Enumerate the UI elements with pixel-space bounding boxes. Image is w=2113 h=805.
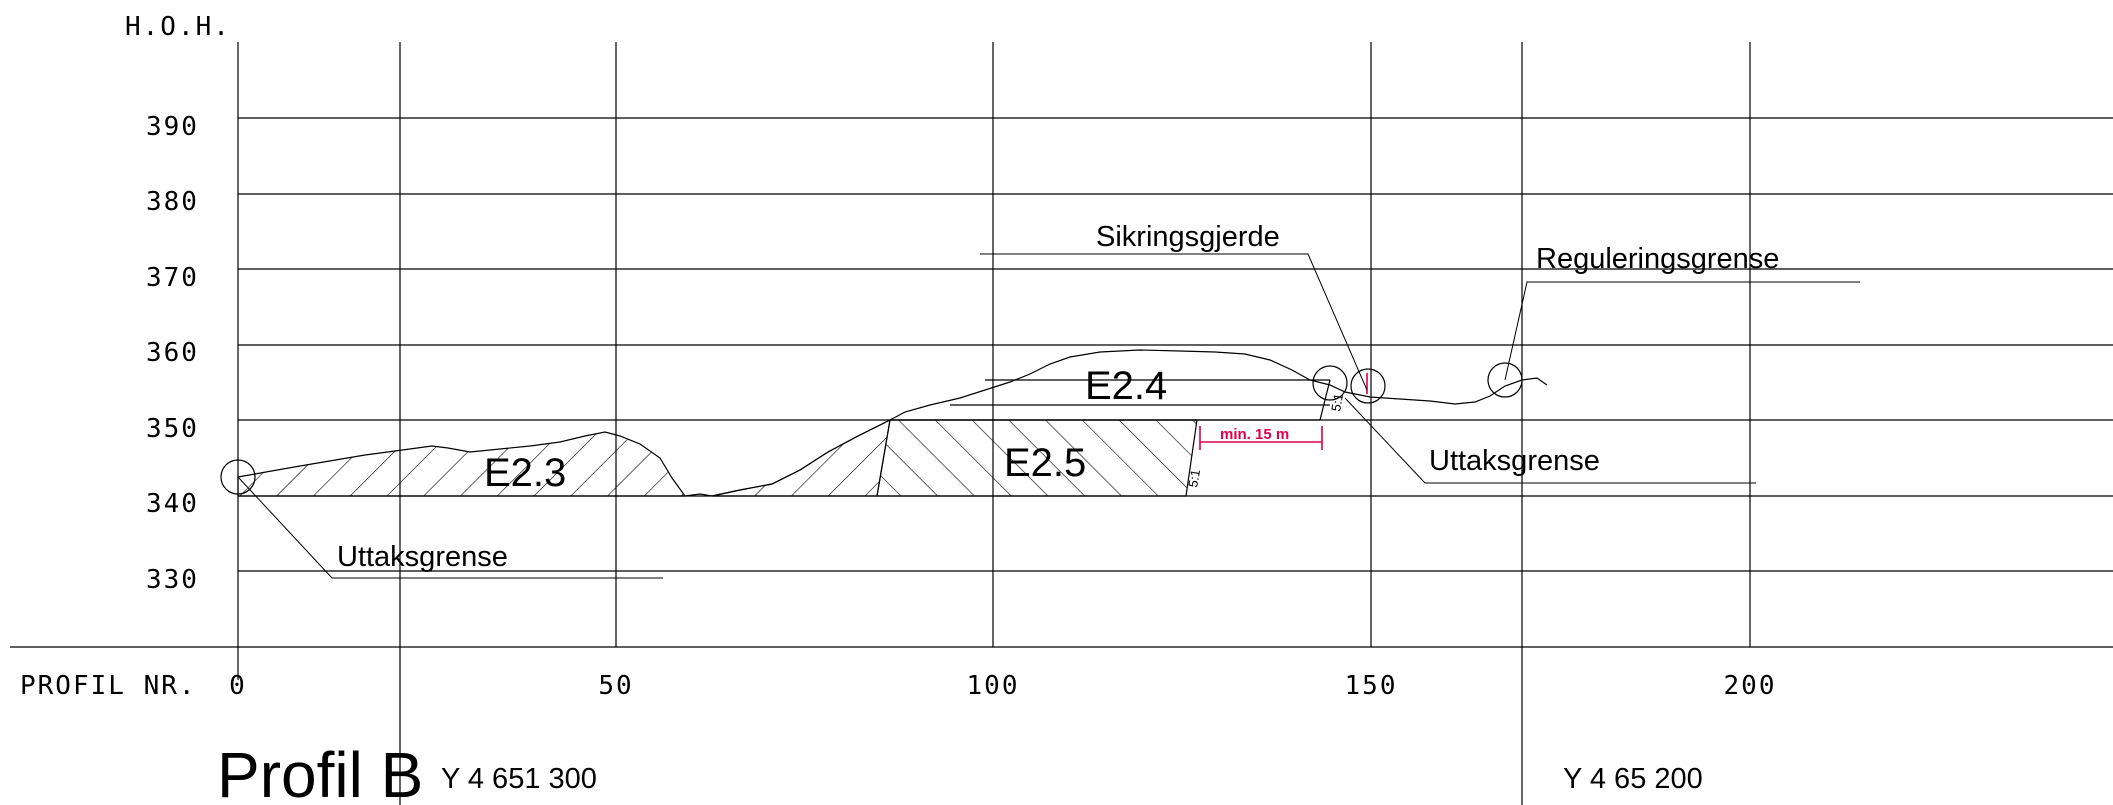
zone-e25-slope-area (711, 418, 891, 497)
elevation-tick-label: 360 (146, 338, 199, 368)
leader-regulering (1504, 281, 1860, 381)
callout-sikringsgjerde: Sikringsgjerde (1096, 221, 1280, 253)
slope-label-upper: 5:1 (1328, 392, 1346, 412)
zone-e23-area (237, 431, 687, 497)
elevation-tick-label: 340 (146, 489, 199, 519)
callout-uttaksgrense-right: Uttaksgrense (1429, 445, 1600, 477)
boundary-marker-regulation (1487, 362, 1523, 398)
station-tick-label: 150 (1345, 671, 1398, 701)
zone-e24-outline (890, 379, 1331, 421)
e24-slope (1319, 379, 1331, 421)
callout-uttaksgrense-left: Uttaksgrense (337, 541, 508, 573)
boundary-marker-fence (1350, 368, 1386, 404)
elevation-tick-labels: 390 380 370 360 350 340 330 (146, 112, 199, 595)
leader-uttak-left (237, 476, 663, 579)
zone-label-e24: E2.4 (1085, 364, 1167, 408)
callout-reguleringsgrense: Reguleringsgrense (1536, 243, 1779, 275)
elevation-tick-label: 370 (146, 263, 199, 293)
x-axis-title: PROFIL NR. (20, 671, 197, 701)
station-tick-label: 50 (598, 671, 633, 701)
slope-label-lower: 5:1 (1185, 468, 1203, 488)
station-tick-label: 0 (229, 671, 247, 701)
dimension-label: min. 15 m (1220, 426, 1289, 443)
coordinate-right: Y 4 65 200 (1563, 763, 1703, 795)
y-axis-title: H.O.H. (125, 12, 231, 42)
station-tick-label: 200 (1724, 671, 1777, 701)
coordinate-left: Y 4 651 300 (441, 763, 597, 795)
leader-uttak-right (1344, 397, 1756, 484)
dimension-min-15m: min. 15 m (1199, 426, 1323, 450)
elevation-tick-label: 390 (146, 112, 199, 142)
terrain-line (684, 349, 1548, 497)
boundary-marker-left (220, 459, 256, 495)
leader-sikring (980, 253, 1368, 391)
station-tick-label: 100 (967, 671, 1020, 701)
elevation-tick-label: 330 (146, 565, 199, 595)
drawing-title: Profil B (217, 739, 423, 805)
zone-label-e25: E2.5 (1004, 441, 1086, 485)
elevation-gridlines (10, 117, 2113, 648)
leader-lines (237, 253, 1860, 579)
station-tick-labels: 0 50 100 150 200 (229, 671, 1777, 701)
elevation-tick-label: 380 (146, 187, 199, 217)
station-gridlines (237, 42, 1751, 805)
zone-label-e23: E2.3 (484, 451, 566, 495)
elevation-tick-label: 350 (146, 414, 199, 444)
boundary-marker-upper-left (1312, 365, 1348, 401)
